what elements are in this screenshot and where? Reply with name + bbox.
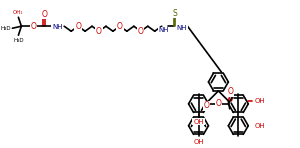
- Text: OH: OH: [254, 123, 265, 129]
- Text: O: O: [117, 22, 123, 31]
- Text: O: O: [75, 22, 81, 31]
- Text: H₃D: H₃D: [13, 38, 24, 43]
- Text: NH: NH: [52, 24, 62, 30]
- Text: O: O: [215, 99, 221, 108]
- Text: OH: OH: [193, 119, 204, 125]
- Text: O: O: [41, 10, 47, 19]
- Text: OH: OH: [254, 98, 265, 104]
- Text: S: S: [172, 9, 177, 18]
- Text: OH₁: OH₁: [13, 10, 24, 15]
- Text: O: O: [30, 22, 36, 31]
- Text: NH: NH: [176, 25, 187, 31]
- Text: O: O: [203, 101, 209, 110]
- Text: H₃D: H₃D: [0, 26, 11, 31]
- Text: O: O: [227, 87, 233, 96]
- Text: NH: NH: [158, 27, 169, 33]
- Text: O: O: [96, 27, 102, 36]
- Text: OH: OH: [193, 139, 204, 145]
- Text: O: O: [138, 27, 144, 36]
